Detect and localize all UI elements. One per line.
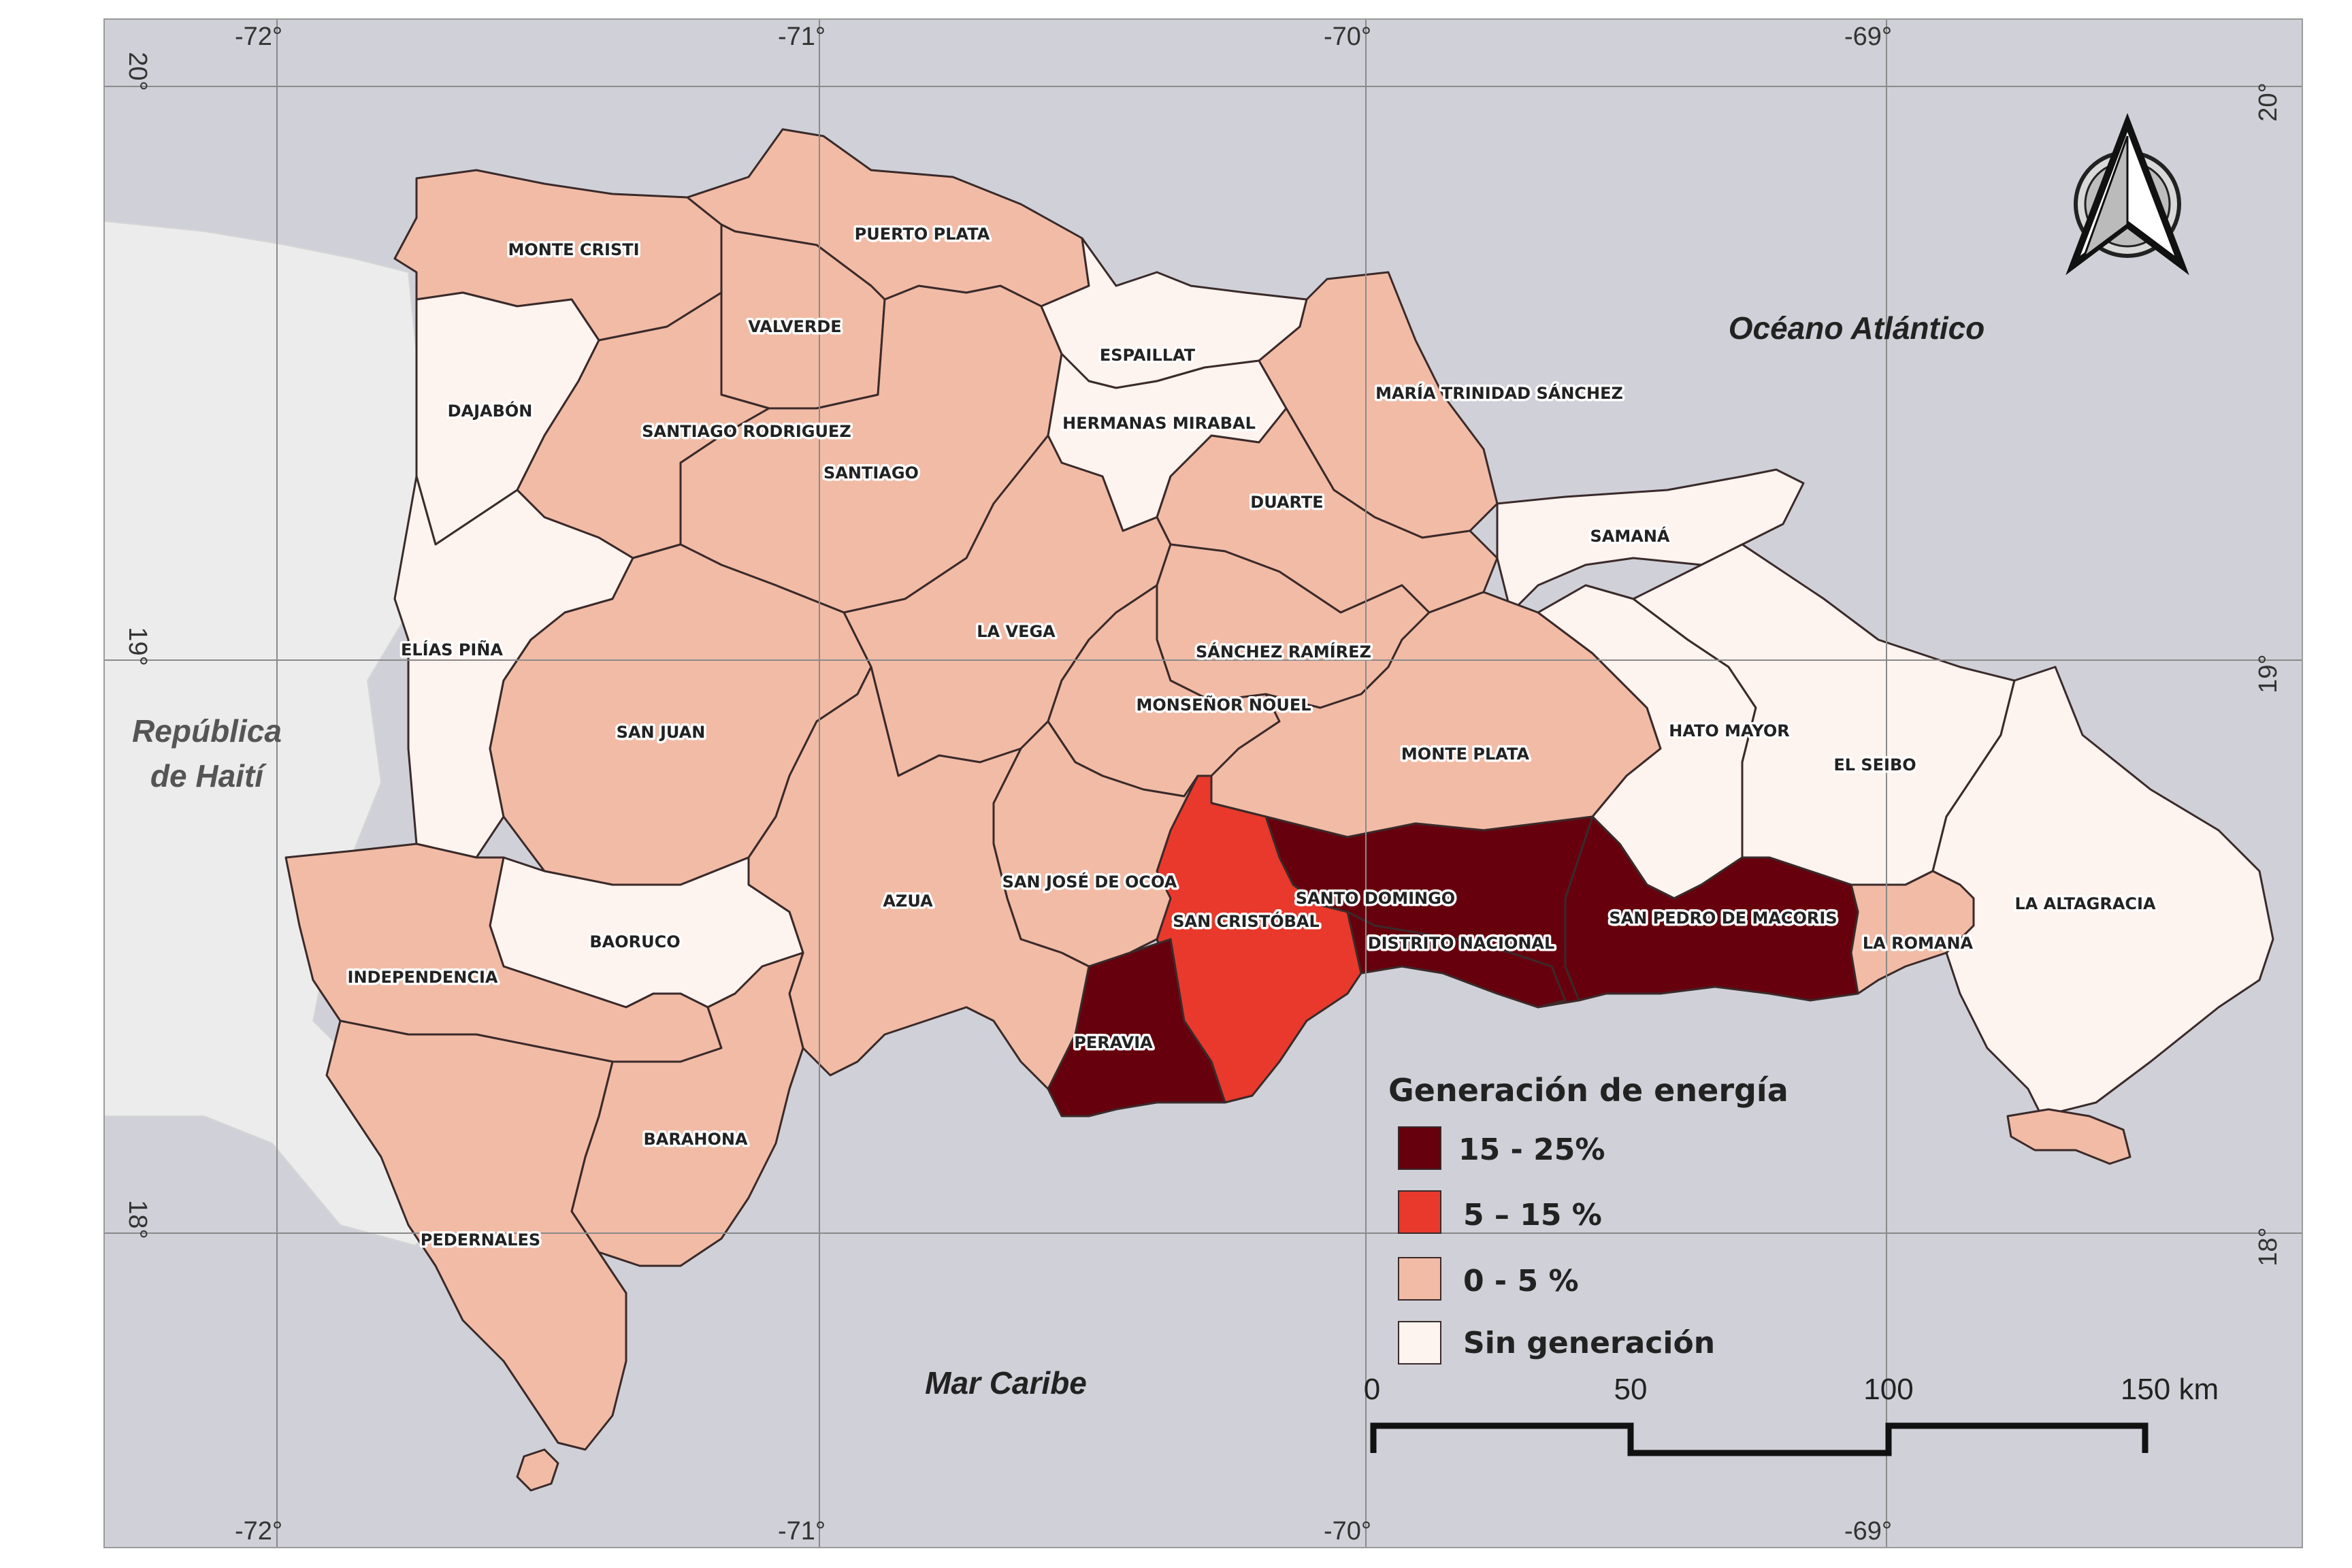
legend-label-15-25: 15 - 25% [1458,1132,1605,1167]
label-monsenor-nouel: MONSEÑOR NOUEL [1136,695,1311,715]
latitude-labels-left: 20° 19° 18° [123,52,152,1239]
label-santiago-rodriguez: SANTIAGO RODRIGUEZ [642,422,851,441]
label-hermanas-mirabal: HERMANAS MIRABAL [1062,414,1256,433]
lon-label: -69° [1844,1517,1892,1546]
label-pedernales: PEDERNALES [421,1230,540,1250]
label-azua: AZUA [883,892,933,911]
label-independencia: INDEPENDENCIA [348,968,498,987]
label-san-juan: SAN JUAN [617,723,706,742]
label-distrito-nacional: DISTRITO NACIONAL [1368,934,1555,953]
legend-swatch-15-25 [1398,1126,1441,1170]
lat-label: 18° [2254,1227,2283,1266]
label-valverde: VALVERDE [748,317,841,336]
legend-label-0-5: 0 - 5 % [1463,1264,1579,1298]
haiti-label-line2: de Haití [150,758,267,794]
scale-bar-line [1370,1422,2149,1456]
label-dajabon: DAJABÓN [448,400,533,421]
province-pedernales[interactable] [325,1019,627,1451]
map-frame [103,18,2303,1548]
province-la-altagracia[interactable] [1931,666,2274,1117]
atlantic-ocean-label: Océano Atlántico [1729,310,1985,346]
scale-label-50: 50 [1614,1373,1648,1406]
latitude-labels-right: 20° 19° 18° [2254,82,2283,1266]
north-arrow-icon [2065,112,2189,276]
lat-label: 20° [123,52,152,91]
label-la-altagracia: LA ALTAGRACIA [2014,894,2155,913]
scale-label-0: 0 [1364,1373,1380,1406]
label-san-cristobal: SAN CRISTÓBAL [1173,911,1320,931]
lon-label: -71° [778,22,826,51]
legend-title: Generación de energía [1388,1072,1788,1109]
label-la-romana: LA ROMANA [1863,934,1974,953]
label-monte-plata: MONTE PLATA [1401,745,1530,764]
lon-label: -71° [778,1517,826,1546]
legend-label-none: Sin generación [1463,1326,1715,1360]
lon-label: -70° [1324,22,1371,51]
legend-swatch-0-5 [1398,1257,1441,1301]
legend-swatch-none [1398,1321,1441,1365]
lon-label: -72° [235,1517,282,1546]
longitude-labels-top: -72° -71° -70° -69° [235,22,1892,51]
label-espaillat: ESPAILLAT [1100,346,1196,365]
haiti-label-line1: República [132,713,282,749]
label-la-vega: LA VEGA [977,622,1056,641]
label-puerto-plata: PUERTO PLATA [855,225,990,244]
graticule [104,19,2302,1548]
scale-label-100: 100 [1863,1373,1913,1406]
lat-label: 20° [2254,82,2283,121]
legend: Generación de energía 15 - 25% 5 – 15 % … [1388,1072,1788,1365]
provinces-layer [284,128,2274,1492]
lon-label: -69° [1844,22,1892,51]
label-barahona: BARAHONA [643,1130,747,1149]
province-labels: MONTE CRISTI PUERTO PLATA VALVERDE ESPAI… [345,223,2158,1252]
legend-swatch-5-15 [1398,1190,1441,1234]
label-samana: SAMANÁ [1590,526,1670,546]
label-duarte: DUARTE [1250,493,1323,512]
label-monte-cristi: MONTE CRISTI [508,240,639,259]
label-sanchez-ramirez: SÁNCHEZ RAMÍREZ [1196,642,1371,662]
lon-label: -72° [235,22,282,51]
island-beata [516,1448,559,1492]
label-peravia: PERAVIA [1074,1033,1153,1052]
label-elias-pina: ELÍAS PIÑA [401,640,503,659]
caribbean-sea-label: Mar Caribe [925,1365,1087,1401]
legend-label-5-15: 5 – 15 % [1463,1198,1602,1232]
island-saona [2006,1108,2132,1165]
scale-label-150: 150 km [2121,1373,2219,1406]
longitude-labels-bottom: -72° -71° -70° -69° [235,1517,1892,1546]
scale-bar: 0 50 100 150 km [1364,1373,2219,1456]
lon-label: -70° [1324,1517,1371,1546]
lat-label: 19° [123,627,152,666]
label-san-jose-de-ocoa: SAN JOSÉ DE OCOA [1002,872,1177,892]
label-baoruco: BAORUCO [589,932,680,951]
label-san-pedro-de-macoris: SAN PEDRO DE MACORIS [1609,909,1837,928]
label-hato-mayor: HATO MAYOR [1669,721,1790,740]
lat-label: 18° [123,1200,152,1239]
label-santo-domingo: SANTO DOMINGO [1296,889,1455,908]
label-el-seibo: EL SEIBO [1833,755,1916,774]
lat-label: 19° [2254,654,2283,693]
label-maria-trinidad-sanchez: MARÍA TRINIDAD SÁNCHEZ [1375,383,1623,403]
label-santiago: SANTIAGO [823,463,919,483]
